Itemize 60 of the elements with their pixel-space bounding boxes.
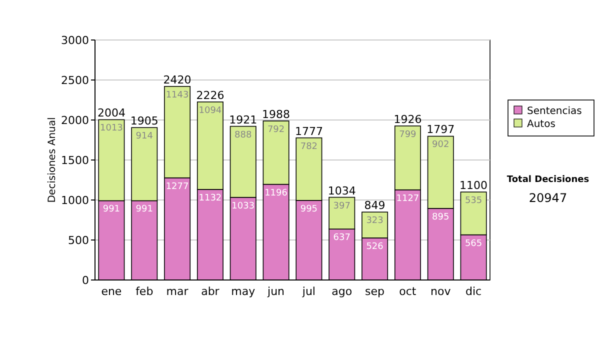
total-label: 1777 xyxy=(294,124,323,138)
data-label: 565 xyxy=(464,238,482,249)
x-tick-label: sep xyxy=(365,285,385,298)
total-label: 849 xyxy=(364,199,386,212)
y-tick-label: 2500 xyxy=(61,74,89,87)
data-label: 895 xyxy=(432,212,450,222)
data-label: 1277 xyxy=(166,182,189,192)
data-label: 782 xyxy=(300,142,318,152)
y-axis-title: Decisiones Anual xyxy=(47,117,58,203)
total-label: 2226 xyxy=(196,88,224,102)
y-tick-label: 0 xyxy=(82,274,89,287)
x-tick-label: ene xyxy=(101,285,122,298)
total-label: 1921 xyxy=(229,113,258,126)
x-tick-label: jul xyxy=(301,285,316,298)
data-label: 991 xyxy=(102,204,120,215)
data-label: 637 xyxy=(333,233,350,244)
x-tick-label: abr xyxy=(201,285,220,298)
legend-label: Sentencias xyxy=(527,106,582,117)
total-label: 1797 xyxy=(426,123,455,136)
x-tick-label: mar xyxy=(166,285,189,298)
data-label: 323 xyxy=(366,216,384,226)
x-tick-label: ago xyxy=(332,285,352,298)
y-tick-label: 3000 xyxy=(61,34,89,47)
data-label: 1127 xyxy=(396,194,420,204)
data-label: 1094 xyxy=(198,106,222,116)
data-label: 995 xyxy=(300,204,318,214)
x-tick-label: jun xyxy=(266,285,285,298)
legend-label: Autos xyxy=(527,119,556,130)
y-tick-label: 1000 xyxy=(61,194,89,207)
data-label: 1196 xyxy=(264,188,288,198)
data-label: 902 xyxy=(432,140,450,150)
data-label: 888 xyxy=(234,130,252,140)
data-label: 1143 xyxy=(166,90,189,100)
x-tick-label: oct xyxy=(399,285,417,298)
total-label: 1988 xyxy=(262,108,290,121)
total-label: 1100 xyxy=(460,179,488,192)
y-tick-label: 500 xyxy=(68,234,89,247)
total-label: 1905 xyxy=(130,114,158,128)
data-label: 914 xyxy=(136,132,154,142)
total-label: 2004 xyxy=(97,106,126,120)
x-tick-label: nov xyxy=(430,285,452,298)
y-tick-label: 1500 xyxy=(61,154,89,167)
x-tick-label: may xyxy=(231,285,256,298)
x-tick-label: feb xyxy=(136,285,154,298)
text: 20947 xyxy=(528,191,568,205)
total-label: 2420 xyxy=(163,73,192,86)
data-label: 1132 xyxy=(198,193,222,204)
total-label: 1034 xyxy=(328,184,356,198)
x-tick-label: dic xyxy=(465,285,482,298)
data-label: 799 xyxy=(399,130,417,140)
data-label: 397 xyxy=(333,201,350,212)
data-label: 792 xyxy=(267,124,285,135)
data-label: 1033 xyxy=(232,201,255,212)
y-tick-label: 2000 xyxy=(61,114,89,127)
data-label: 526 xyxy=(366,242,384,252)
data-label: 1013 xyxy=(100,124,123,134)
total-label: 1926 xyxy=(394,112,422,126)
text: Total Decisiones xyxy=(506,175,590,185)
data-label: 535 xyxy=(464,196,482,206)
data-label: 991 xyxy=(136,204,153,215)
